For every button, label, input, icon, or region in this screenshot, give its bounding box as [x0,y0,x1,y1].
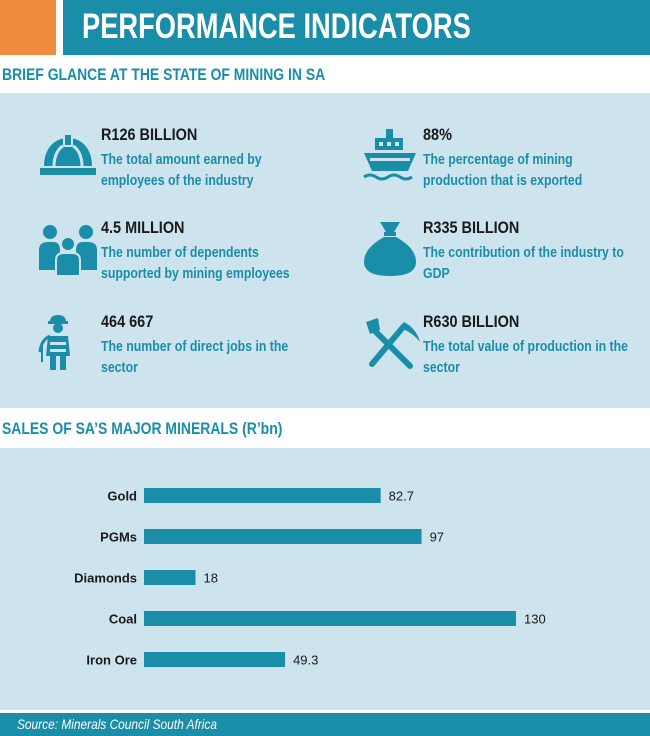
page-title: PERFORMANCE INDICATORS [82,7,471,46]
bar [144,529,422,544]
bar-chart: Gold 82.7 PGMs 97 Diamonds 18 Coal 130 Iron Ore 4… [74,488,546,668]
stat-value: R126 BILLION [101,125,198,144]
category-label: Diamonds [74,571,137,586]
header: PERFORMANCE INDICATORS [0,0,650,55]
stat-value: 4.5 MILLION [101,218,185,237]
value-label: 49.3 [293,653,318,668]
header-banner [63,0,650,55]
stat-description: The contribution of the industry to GDP [423,244,624,282]
stat-description: The number of direct jobs in the sector [101,338,289,376]
glance-panel [0,93,650,408]
footer: Source: Minerals Council South Africa [0,713,650,736]
pick-shovel-icon [366,318,420,369]
bar [144,570,196,585]
bar [144,611,516,626]
stat-value: R630 BILLION [423,312,520,331]
category-label: Gold [107,489,137,504]
stat-description: The percentage of mining production that… [423,151,583,189]
category-label: Iron Ore [86,653,137,668]
family-icon [39,225,97,277]
stat-description: The number of dependents supported by mi… [101,244,290,282]
ship-icon [363,129,416,181]
stat-description: The total amount earned by employees of … [101,151,262,189]
miner-icon [38,315,70,370]
stat-value: 88% [423,125,452,144]
hard-hat-icon [40,133,96,175]
stat-description: The total value of production in the sec… [423,338,628,376]
value-label: 130 [524,612,546,627]
category-label: Coal [109,612,137,627]
stat-value: 464 667 [101,312,154,331]
money-bag-icon [364,222,416,276]
value-label: 82.7 [389,489,414,504]
chart-title: SALES OF SA’S MAJOR MINERALS (R’bn) [2,419,283,438]
bar [144,652,286,667]
stat-value: R335 BILLION [423,218,520,237]
value-label: 97 [430,530,444,545]
value-label: 18 [204,571,218,586]
header-accent-block [0,0,56,55]
source-note: Source: Minerals Council South Africa [17,716,217,732]
category-label: PGMs [100,530,137,545]
glance-section-title: BRIEF GLANCE AT THE STATE OF MINING IN S… [2,65,326,84]
bar [144,488,381,503]
